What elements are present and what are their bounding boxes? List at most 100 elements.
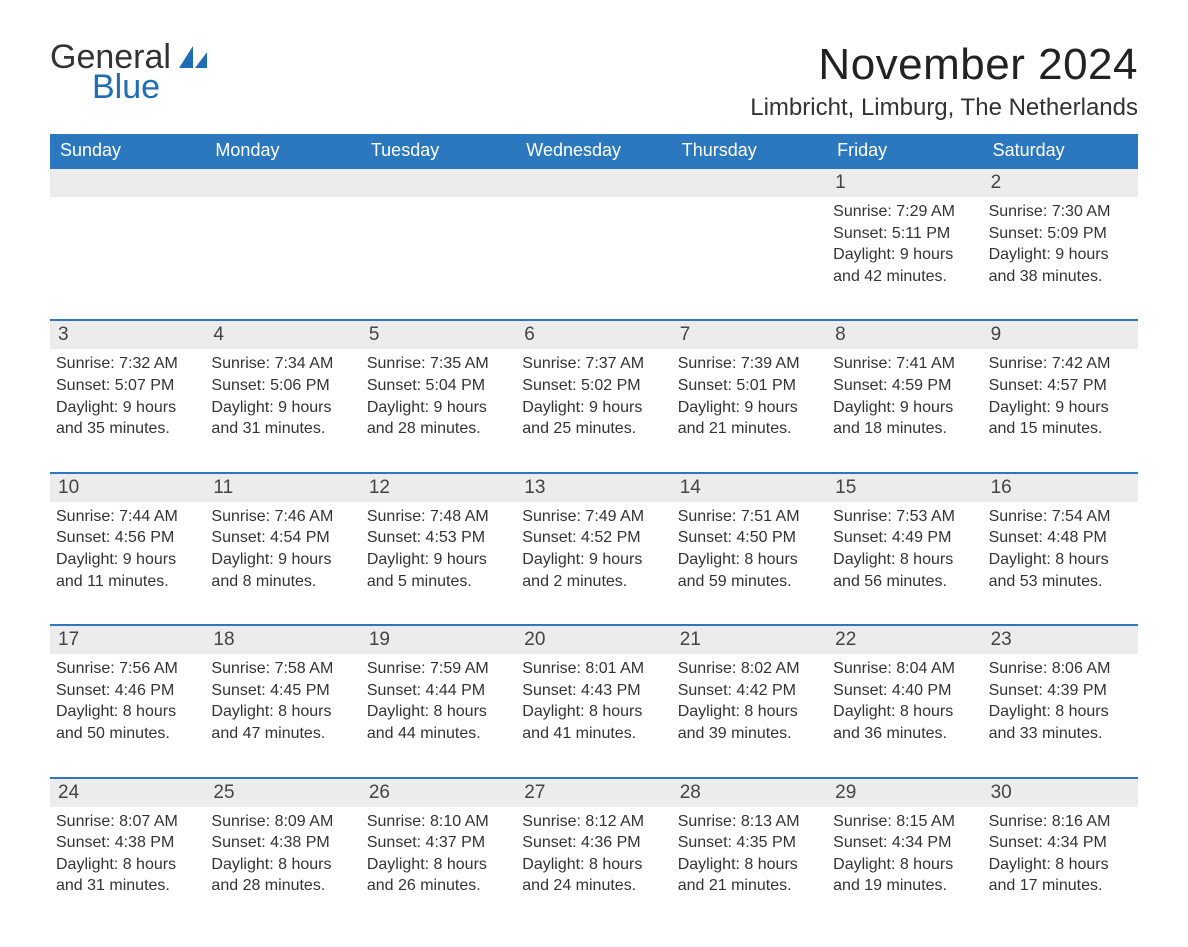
week-row: 24Sunrise: 8:07 AMSunset: 4:38 PMDayligh… — [50, 777, 1138, 907]
day-number: 2 — [983, 169, 1138, 197]
daylight-line-1: Daylight: 8 hours — [678, 854, 821, 876]
day-info: Sunrise: 7:48 AMSunset: 4:53 PMDaylight:… — [361, 502, 516, 592]
day-cell: 22Sunrise: 8:04 AMSunset: 4:40 PMDayligh… — [827, 626, 982, 754]
daylight-line-1: Daylight: 8 hours — [522, 854, 665, 876]
day-info: Sunrise: 7:49 AMSunset: 4:52 PMDaylight:… — [516, 502, 671, 592]
day-cell: 13Sunrise: 7:49 AMSunset: 4:52 PMDayligh… — [516, 474, 671, 602]
daylight-line-2: and 11 minutes. — [56, 571, 199, 593]
sunrise-line: Sunrise: 8:09 AM — [211, 811, 354, 833]
sunrise-line: Sunrise: 7:58 AM — [211, 658, 354, 680]
daylight-line-1: Daylight: 9 hours — [56, 397, 199, 419]
day-info: Sunrise: 8:07 AMSunset: 4:38 PMDaylight:… — [50, 807, 205, 897]
sunrise-line: Sunrise: 8:15 AM — [833, 811, 976, 833]
daylight-line-2: and 31 minutes. — [211, 418, 354, 440]
sunset-line: Sunset: 4:35 PM — [678, 832, 821, 854]
day-number: 6 — [516, 321, 671, 349]
sunset-line: Sunset: 4:49 PM — [833, 527, 976, 549]
sunrise-line: Sunrise: 7:53 AM — [833, 506, 976, 528]
sunrise-line: Sunrise: 8:06 AM — [989, 658, 1132, 680]
daylight-line-2: and 36 minutes. — [833, 723, 976, 745]
sunset-line: Sunset: 4:38 PM — [56, 832, 199, 854]
day-info: Sunrise: 7:53 AMSunset: 4:49 PMDaylight:… — [827, 502, 982, 592]
day-number: 5 — [361, 321, 516, 349]
day-info: Sunrise: 8:02 AMSunset: 4:42 PMDaylight:… — [672, 654, 827, 744]
day-cell: 16Sunrise: 7:54 AMSunset: 4:48 PMDayligh… — [983, 474, 1138, 602]
sunset-line: Sunset: 4:36 PM — [522, 832, 665, 854]
day-info: Sunrise: 8:16 AMSunset: 4:34 PMDaylight:… — [983, 807, 1138, 897]
sunrise-line: Sunrise: 8:16 AM — [989, 811, 1132, 833]
weekday-header: Tuesday — [361, 134, 516, 167]
weekday-header: Sunday — [50, 134, 205, 167]
day-cell — [50, 169, 205, 297]
daylight-line-1: Daylight: 8 hours — [211, 854, 354, 876]
calendar: Sunday Monday Tuesday Wednesday Thursday… — [50, 134, 1138, 907]
sunrise-line: Sunrise: 8:02 AM — [678, 658, 821, 680]
sunrise-line: Sunrise: 7:37 AM — [522, 353, 665, 375]
day-cell: 19Sunrise: 7:59 AMSunset: 4:44 PMDayligh… — [361, 626, 516, 754]
day-number: 25 — [205, 779, 360, 807]
day-number: 10 — [50, 474, 205, 502]
sunset-line: Sunset: 4:37 PM — [367, 832, 510, 854]
sunrise-line: Sunrise: 8:10 AM — [367, 811, 510, 833]
day-info: Sunrise: 7:42 AMSunset: 4:57 PMDaylight:… — [983, 349, 1138, 439]
sunrise-line: Sunrise: 7:32 AM — [56, 353, 199, 375]
day-number: 15 — [827, 474, 982, 502]
day-number: 23 — [983, 626, 1138, 654]
daylight-line-2: and 24 minutes. — [522, 875, 665, 897]
sunset-line: Sunset: 4:45 PM — [211, 680, 354, 702]
daylight-line-1: Daylight: 8 hours — [989, 854, 1132, 876]
empty-day-header — [361, 169, 516, 197]
sunset-line: Sunset: 5:09 PM — [989, 223, 1132, 245]
daylight-line-2: and 21 minutes. — [678, 418, 821, 440]
daylight-line-2: and 38 minutes. — [989, 266, 1132, 288]
daylight-line-1: Daylight: 9 hours — [833, 244, 976, 266]
daylight-line-1: Daylight: 8 hours — [833, 549, 976, 571]
day-number: 3 — [50, 321, 205, 349]
sunrise-line: Sunrise: 7:59 AM — [367, 658, 510, 680]
sunrise-line: Sunrise: 7:44 AM — [56, 506, 199, 528]
title-block: November 2024 Limbricht, Limburg, The Ne… — [750, 40, 1138, 122]
daylight-line-1: Daylight: 9 hours — [678, 397, 821, 419]
day-cell — [672, 169, 827, 297]
day-cell — [516, 169, 671, 297]
day-info: Sunrise: 7:44 AMSunset: 4:56 PMDaylight:… — [50, 502, 205, 592]
daylight-line-2: and 47 minutes. — [211, 723, 354, 745]
day-cell: 20Sunrise: 8:01 AMSunset: 4:43 PMDayligh… — [516, 626, 671, 754]
sunrise-line: Sunrise: 7:42 AM — [989, 353, 1132, 375]
sunrise-line: Sunrise: 7:49 AM — [522, 506, 665, 528]
location-subtitle: Limbricht, Limburg, The Netherlands — [750, 94, 1138, 122]
week-row: 1Sunrise: 7:29 AMSunset: 5:11 PMDaylight… — [50, 167, 1138, 297]
sunset-line: Sunset: 5:01 PM — [678, 375, 821, 397]
sunrise-line: Sunrise: 7:46 AM — [211, 506, 354, 528]
daylight-line-1: Daylight: 9 hours — [522, 549, 665, 571]
daylight-line-1: Daylight: 8 hours — [367, 854, 510, 876]
empty-day-header — [672, 169, 827, 197]
day-number: 29 — [827, 779, 982, 807]
sunset-line: Sunset: 4:57 PM — [989, 375, 1132, 397]
day-cell: 17Sunrise: 7:56 AMSunset: 4:46 PMDayligh… — [50, 626, 205, 754]
daylight-line-1: Daylight: 9 hours — [833, 397, 976, 419]
day-number: 22 — [827, 626, 982, 654]
day-number: 12 — [361, 474, 516, 502]
day-number: 16 — [983, 474, 1138, 502]
day-cell: 1Sunrise: 7:29 AMSunset: 5:11 PMDaylight… — [827, 169, 982, 297]
day-cell — [205, 169, 360, 297]
day-info: Sunrise: 7:34 AMSunset: 5:06 PMDaylight:… — [205, 349, 360, 439]
sail-icon — [179, 55, 207, 72]
day-number: 27 — [516, 779, 671, 807]
day-number: 18 — [205, 626, 360, 654]
weekday-header-row: Sunday Monday Tuesday Wednesday Thursday… — [50, 134, 1138, 167]
day-cell: 18Sunrise: 7:58 AMSunset: 4:45 PMDayligh… — [205, 626, 360, 754]
sunset-line: Sunset: 5:04 PM — [367, 375, 510, 397]
sunset-line: Sunset: 4:42 PM — [678, 680, 821, 702]
sunrise-line: Sunrise: 7:34 AM — [211, 353, 354, 375]
day-cell: 23Sunrise: 8:06 AMSunset: 4:39 PMDayligh… — [983, 626, 1138, 754]
daylight-line-2: and 41 minutes. — [522, 723, 665, 745]
daylight-line-2: and 17 minutes. — [989, 875, 1132, 897]
weekday-header: Wednesday — [516, 134, 671, 167]
day-info: Sunrise: 8:15 AMSunset: 4:34 PMDaylight:… — [827, 807, 982, 897]
day-info: Sunrise: 7:46 AMSunset: 4:54 PMDaylight:… — [205, 502, 360, 592]
daylight-line-2: and 26 minutes. — [367, 875, 510, 897]
day-cell: 24Sunrise: 8:07 AMSunset: 4:38 PMDayligh… — [50, 779, 205, 907]
day-info: Sunrise: 8:10 AMSunset: 4:37 PMDaylight:… — [361, 807, 516, 897]
